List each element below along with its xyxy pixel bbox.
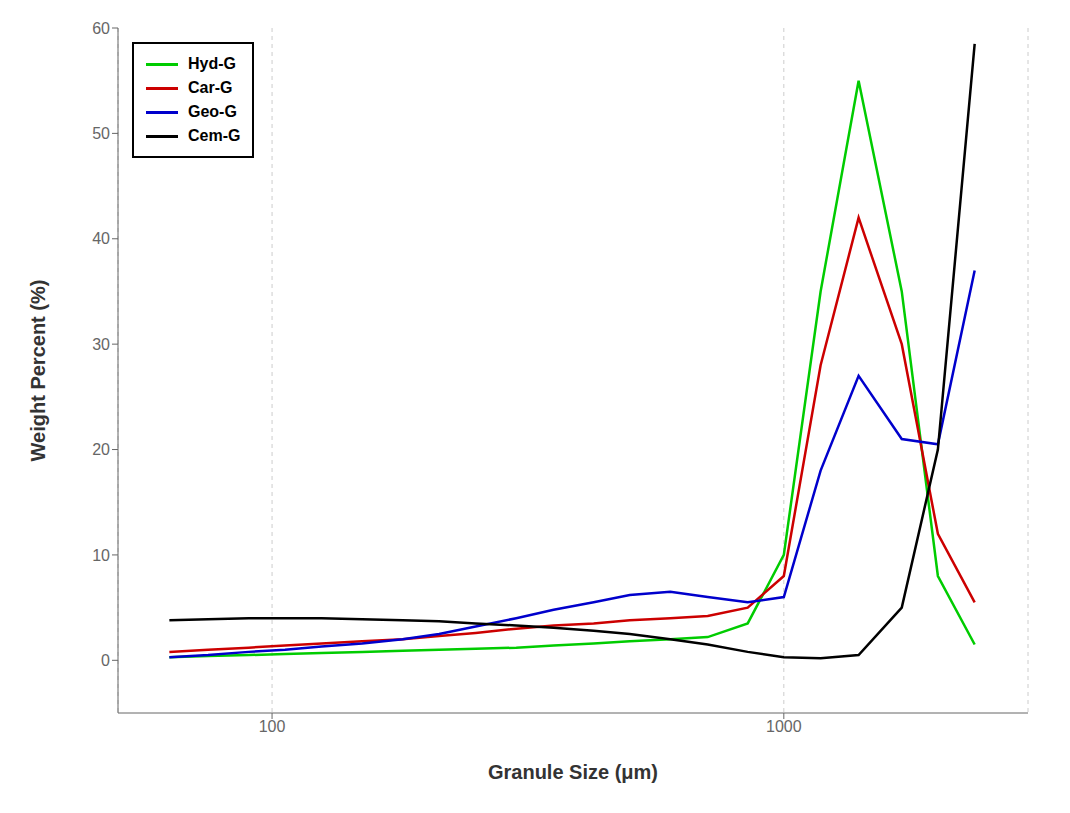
svg-text:10: 10 bbox=[92, 547, 110, 564]
svg-text:30: 30 bbox=[92, 336, 110, 353]
svg-text:1000: 1000 bbox=[766, 718, 802, 735]
svg-text:Weight Percent (%): Weight Percent (%) bbox=[27, 280, 49, 462]
svg-text:50: 50 bbox=[92, 125, 110, 142]
svg-text:Granule Size (μm): Granule Size (μm) bbox=[488, 761, 658, 783]
svg-text:40: 40 bbox=[92, 230, 110, 247]
html-text:Car-G: Car-G bbox=[188, 79, 233, 96]
html-text:Hyd-G: Hyd-G bbox=[188, 55, 236, 72]
html-text:Cem-G: Cem-G bbox=[188, 127, 241, 144]
svg-text:60: 60 bbox=[92, 20, 110, 37]
svg-text:100: 100 bbox=[259, 718, 286, 735]
svg-text:0: 0 bbox=[101, 652, 110, 669]
svg-text:20: 20 bbox=[92, 441, 110, 458]
html-text:Geo-G: Geo-G bbox=[188, 103, 237, 120]
